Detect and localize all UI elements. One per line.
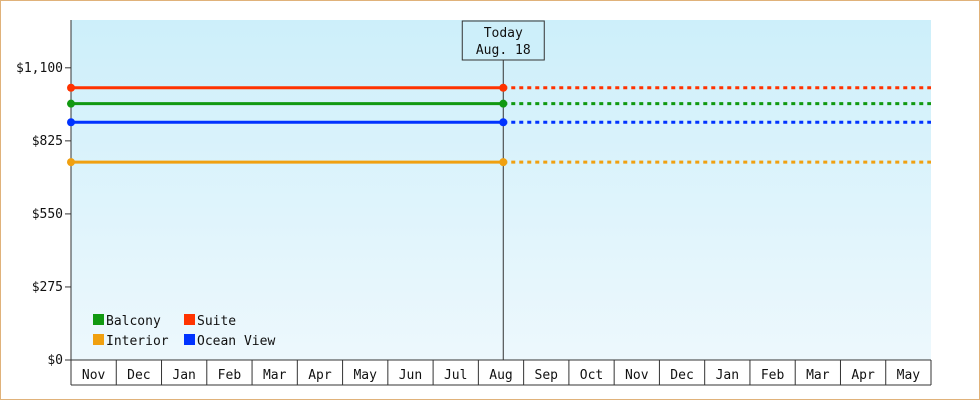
legend-swatch [184, 334, 195, 345]
legend-label: Interior [106, 334, 169, 349]
legend-label: Balcony [106, 314, 161, 329]
series-point-today [499, 118, 508, 127]
x-tick-label: Jan [172, 368, 195, 383]
y-tick-label: $0 [47, 353, 63, 368]
today-marker-box [461, 20, 545, 61]
x-tick-label: Aug [489, 368, 512, 383]
x-tick-label: Apr [308, 368, 332, 383]
y-tick-label: $275 [32, 280, 63, 295]
x-tick-label: May [353, 368, 377, 383]
x-tick-label: Dec [670, 368, 693, 383]
x-tick-label: Oct [580, 368, 603, 383]
legend-label: Suite [197, 314, 236, 329]
x-tick-label: Feb [218, 368, 242, 383]
x-tick-label: Sep [535, 368, 559, 383]
legend-label: Ocean View [197, 334, 275, 349]
x-tick-label: Apr [851, 368, 875, 383]
x-tick-label: Mar [263, 368, 287, 383]
y-tick-label: $825 [32, 134, 63, 149]
x-tick-label: May [897, 368, 921, 383]
x-tick-label: Jun [399, 368, 422, 383]
series-point-start [67, 118, 75, 127]
y-tick-label: $1,100 [16, 61, 63, 76]
x-tick-label: Nov [82, 368, 106, 383]
series-point-today [499, 83, 508, 92]
x-tick-label: Jul [444, 368, 467, 383]
series-point-start [67, 158, 75, 167]
legend-swatch [93, 334, 104, 345]
today-marker-date: Aug. 18 [476, 43, 531, 58]
series-point-start [67, 99, 75, 108]
legend-swatch [93, 314, 104, 325]
plot-area [71, 20, 931, 360]
series-point-start [67, 83, 75, 92]
today-marker-label: Today [484, 26, 523, 41]
series-point-today [499, 158, 508, 167]
series-point-today [499, 99, 508, 108]
legend-swatch [184, 314, 195, 325]
y-tick-label: $550 [32, 207, 63, 222]
x-tick-label: Nov [625, 368, 649, 383]
x-tick-label: Feb [761, 368, 785, 383]
x-tick-label: Jan [716, 368, 739, 383]
x-tick-label: Dec [127, 368, 150, 383]
x-tick-label: Mar [806, 368, 830, 383]
